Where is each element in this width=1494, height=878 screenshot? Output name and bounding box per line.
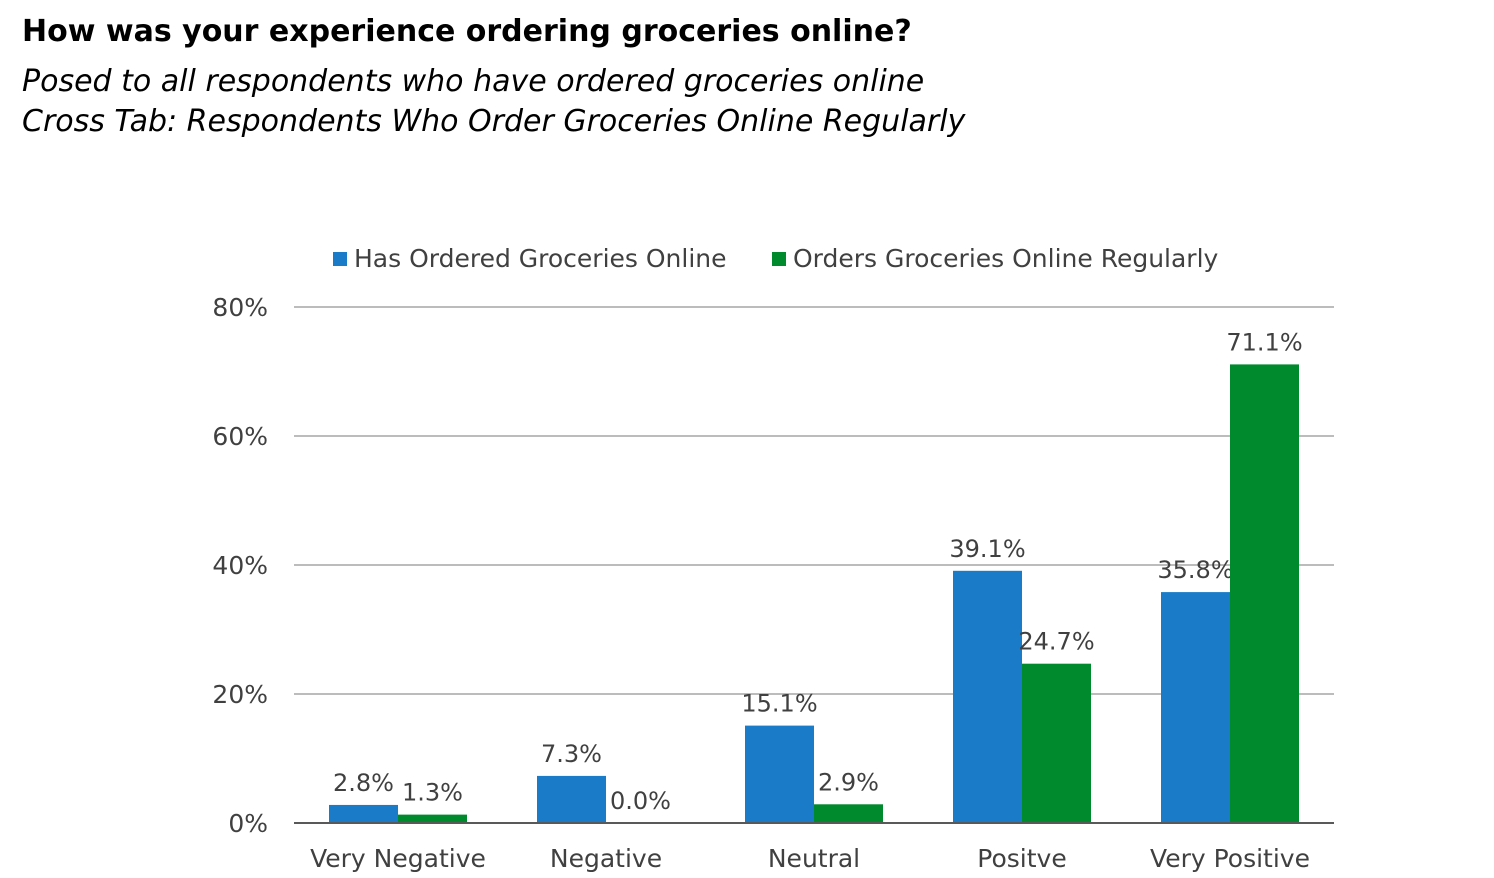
y-tick-label: 20% [212,680,268,709]
data-label-series-1: 15.1% [741,690,817,718]
y-tick-label: 0% [228,809,268,838]
data-label-series-2: 1.3% [402,779,463,807]
bar-series-1 [953,570,1022,823]
chart-subtitle-line-1: Posed to all respondents who have ordere… [22,64,925,99]
x-tick-label: Neutral [768,844,860,873]
data-label-series-2: 2.9% [818,768,879,796]
y-tick-label: 60% [212,422,268,451]
legend-item-series-2: Orders Groceries Online Regularly [772,244,1218,273]
y-tick-label: 80% [212,293,268,322]
bar-series-1 [537,775,606,823]
data-label-series-2: 71.1% [1226,328,1302,356]
y-tick-label: 40% [212,551,268,580]
bar-series-1 [1161,592,1230,823]
bar-series-2 [1022,663,1091,823]
bar-series-1 [745,725,814,823]
legend-swatch-series-1 [333,251,347,266]
data-label-series-1: 7.3% [541,740,602,768]
bar-series-1 [329,804,398,823]
legend-swatch-series-2 [772,251,786,266]
legend-label-series-1: Has Ordered Groceries Online [354,244,727,273]
data-label-series-1: 39.1% [949,535,1025,563]
chart-legend: Has Ordered Groceries Online Orders Groc… [0,244,1494,276]
chart-title: How was your experience ordering groceri… [22,14,912,49]
data-label-series-1: 2.8% [333,769,394,797]
bar-series-2 [398,814,467,823]
data-label-series-1: 35.8% [1157,556,1233,584]
legend-label-series-2: Orders Groceries Online Regularly [793,244,1219,273]
x-tick-label: Negative [550,844,662,873]
x-tick-label: Very Positive [1150,844,1310,873]
data-label-series-2: 24.7% [1018,628,1094,656]
x-tick-label: Positve [977,844,1066,873]
legend-item-series-1: Has Ordered Groceries Online [333,244,727,273]
x-tick-label: Very Negative [310,844,486,873]
data-label-series-2: 0.0% [610,787,671,815]
bar-series-2 [1230,364,1299,823]
chart-subtitle-line-2: Cross Tab: Respondents Who Order Groceri… [22,104,966,139]
bar-series-2 [814,804,883,823]
